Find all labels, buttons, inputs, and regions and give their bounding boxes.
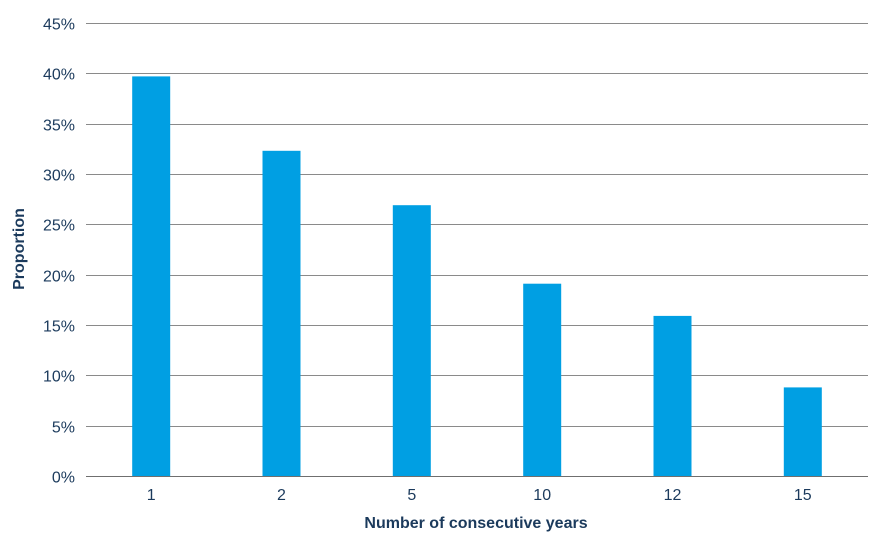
bar-5 [392,205,431,476]
x-tick-label: 15 [794,487,812,504]
bar-2 [262,150,301,477]
gridlines [86,23,868,477]
y-tick-label: 40% [43,67,75,84]
bar-1 [132,76,171,477]
y-tick-label: 25% [43,218,75,235]
x-tick-labels: 1 2 5 10 12 15 [147,487,812,504]
x-tick-label: 2 [277,487,286,504]
x-tick-label: 1 [147,487,156,504]
bar-15 [783,387,822,476]
x-tick-label: 10 [533,487,551,504]
y-tick-label: 10% [43,369,75,386]
bar-10 [523,283,562,476]
y-tick-labels: 0% 5% 10% 15% 20% 25% 30% 35% 40% 45% [43,17,75,487]
bar-12 [653,315,692,476]
x-axis-title: Number of consecutive years [364,515,587,532]
y-tick-label: 20% [43,269,75,286]
y-tick-label: 35% [43,118,75,135]
bars [86,76,868,477]
x-tick-label: 5 [407,487,416,504]
y-tick-label: 0% [52,470,75,487]
y-axis-title: Proportion [11,208,28,290]
y-tick-label: 45% [43,17,75,34]
y-tick-label: 5% [52,420,75,437]
y-tick-label: 30% [43,168,75,185]
x-tick-label: 12 [664,487,682,504]
y-tick-label: 15% [43,319,75,336]
